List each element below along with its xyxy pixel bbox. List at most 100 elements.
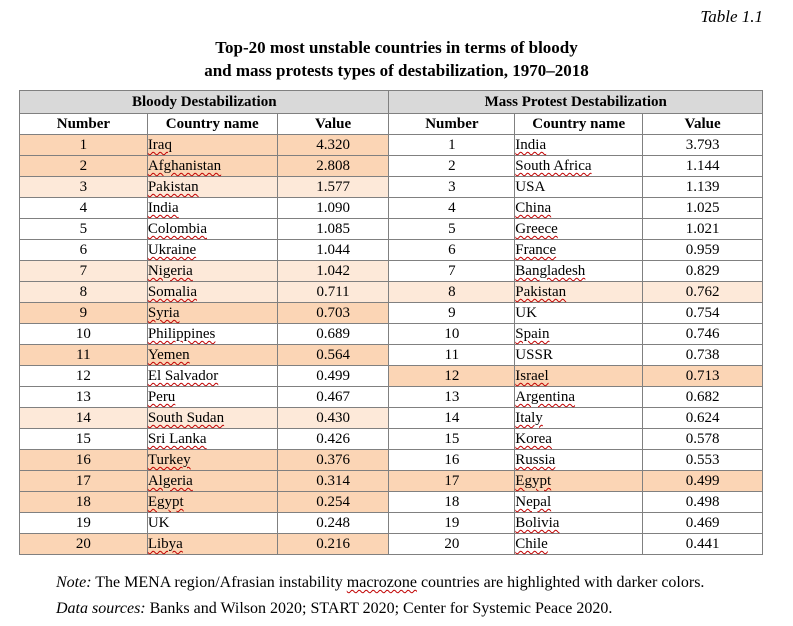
mass-value: 1.025 — [685, 200, 720, 216]
mass-number-cell: 15 — [388, 428, 516, 450]
mass-group-header: Mass Protest Destabilization — [388, 90, 763, 114]
mass-country-cell: Bolivia — [514, 512, 644, 534]
mass-number-cell: 6 — [388, 239, 516, 261]
mass-value: 0.469 — [685, 515, 720, 531]
title-line-2: and mass protests types of destabilizati… — [204, 61, 589, 80]
bloody-number: 17 — [75, 473, 91, 489]
mass-number: 19 — [444, 515, 460, 531]
mass-number: 1 — [448, 137, 456, 153]
bloody-country: India — [147, 200, 179, 216]
bloody-number: 13 — [75, 389, 91, 405]
bloody-value: 0.248 — [316, 515, 350, 531]
bloody-country-cell: Philippines — [146, 323, 278, 345]
bloody-value: 0.430 — [316, 410, 350, 426]
bloody-country-cell: Somalia — [146, 281, 278, 303]
mass-number: 17 — [444, 473, 460, 489]
bloody-number: 16 — [75, 452, 91, 468]
bloody-value: 1.090 — [316, 200, 350, 216]
bloody-country: Turkey — [147, 452, 191, 468]
bloody-number: 15 — [75, 431, 91, 447]
bloody-number: 12 — [75, 368, 91, 384]
mass-value-cell: 1.025 — [642, 197, 763, 219]
bloody-value-cell: 0.376 — [276, 449, 390, 471]
mass-value: 0.959 — [685, 242, 720, 258]
mass-number: 6 — [448, 242, 456, 258]
mass-number-cell: 3 — [388, 176, 516, 198]
mass-country: Egypt — [515, 473, 552, 489]
bloody-country-cell: Afghanistan — [146, 155, 278, 177]
bloody-value: 0.467 — [316, 389, 350, 405]
bloody-value-cell: 1.577 — [276, 176, 390, 198]
bloody-value: 0.376 — [316, 452, 350, 468]
bloody-number: 4 — [79, 200, 88, 216]
mass-value: 0.762 — [685, 284, 720, 300]
mass-value: 0.578 — [685, 431, 720, 447]
bloody-value-cell: 0.248 — [276, 512, 390, 534]
bloody-number: 9 — [79, 305, 88, 321]
mass-number: 8 — [448, 284, 456, 300]
mass-country-cell: Chile — [514, 533, 644, 555]
mass-country-cell: USA — [514, 176, 644, 198]
mass-country-cell: Nepal — [514, 491, 644, 513]
mass-country-cell: Bangladesh — [514, 260, 644, 282]
sources-label: Data sources: — [56, 600, 146, 617]
bloody-value-cell: 0.426 — [276, 428, 390, 450]
mass-number-header: Number — [388, 113, 516, 135]
bloody-country: Pakistan — [147, 179, 199, 195]
mass-number-cell: 12 — [388, 365, 516, 387]
mass-country-cell: Pakistan — [514, 281, 644, 303]
mass-number-cell: 1 — [388, 134, 516, 156]
mass-value: 0.713 — [685, 368, 720, 384]
mass-country: Greece — [515, 221, 558, 237]
bloody-country-cell: Pakistan — [146, 176, 278, 198]
note-text-before: The MENA region/Afrasian instability — [91, 574, 347, 591]
bloody-country: Egypt — [147, 494, 184, 510]
bloody-number: 5 — [79, 221, 88, 237]
bloody-country: Yemen — [147, 347, 190, 363]
bloody-country-cell: Egypt — [146, 491, 278, 513]
bloody-country: Peru — [147, 389, 176, 405]
mass-number: 4 — [448, 200, 456, 216]
bloody-country-cell: Nigeria — [146, 260, 278, 282]
bloody-number-cell: 15 — [19, 428, 148, 450]
bloody-value: 0.564 — [316, 347, 350, 363]
mass-number: 15 — [444, 431, 460, 447]
mass-value-cell: 0.713 — [642, 365, 763, 387]
mass-value: 0.738 — [685, 347, 720, 363]
bloody-value-cell: 0.430 — [276, 407, 390, 429]
bloody-country: Somalia — [147, 284, 197, 300]
bloody-value-cell: 0.254 — [276, 491, 390, 513]
bloody-country: Nigeria — [147, 263, 193, 279]
bloody-value: 0.711 — [316, 284, 350, 300]
table-row: 3 Pakistan 1.577 3 USA 1.139 — [19, 176, 763, 198]
bloody-number-cell: 16 — [19, 449, 148, 471]
mass-number: 10 — [444, 326, 460, 342]
bloody-country-cell: Yemen — [146, 344, 278, 366]
bloody-value: 1.577 — [316, 179, 350, 195]
mass-country-cell: France — [514, 239, 644, 261]
mass-number-cell: 2 — [388, 155, 516, 177]
bloody-value: 0.254 — [316, 494, 350, 510]
mass-number-cell: 20 — [388, 533, 516, 555]
bloody-number: 19 — [75, 515, 91, 531]
bloody-number: 1 — [79, 137, 88, 153]
mass-country: Chile — [515, 536, 548, 552]
bloody-number-cell: 9 — [19, 302, 148, 324]
mass-number: 2 — [448, 158, 456, 174]
bloody-number: 18 — [75, 494, 91, 510]
bloody-number: 14 — [75, 410, 91, 426]
mass-country: India — [515, 137, 547, 153]
bloody-number-cell: 8 — [19, 281, 148, 303]
table-row: 19 UK 0.248 19 Bolivia 0.469 — [19, 512, 763, 534]
mass-number-cell: 13 — [388, 386, 516, 408]
bloody-country-cell: Sri Lanka — [146, 428, 278, 450]
bloody-country-cell: Libya — [146, 533, 278, 555]
table-row: 7 Nigeria 1.042 7 Bangladesh 0.829 — [19, 260, 763, 282]
mass-value-cell: 3.793 — [642, 134, 763, 156]
group-header-row: Bloody Destabilization Mass Protest Dest… — [18, 90, 763, 114]
bloody-number-cell: 7 — [19, 260, 148, 282]
bloody-number-cell: 18 — [19, 491, 148, 513]
mass-value-cell: 0.754 — [642, 302, 763, 324]
mass-country: Pakistan — [515, 284, 567, 300]
bloody-number: 8 — [79, 284, 88, 300]
